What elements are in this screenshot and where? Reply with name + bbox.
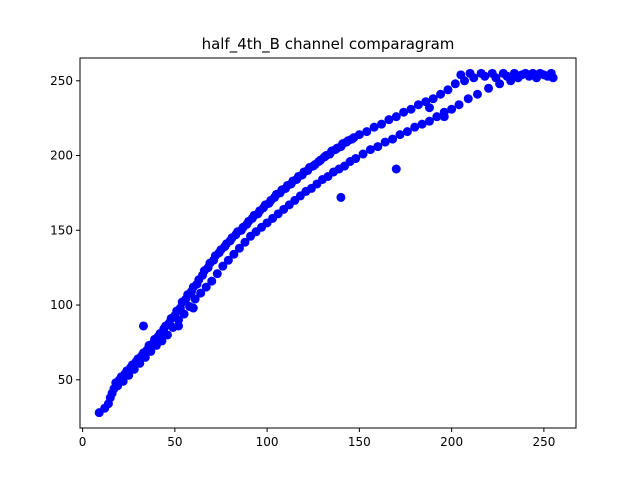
data-point (384, 115, 394, 125)
chart-title: half_4th_B channel comparagram (202, 35, 455, 54)
data-point (129, 364, 139, 374)
x-tick-label: 0 (79, 435, 87, 449)
data-point (196, 288, 206, 298)
plot-area-frame (79, 57, 577, 429)
data-point (391, 164, 401, 174)
data-point (190, 294, 200, 304)
data-point (157, 336, 167, 346)
data-point (469, 73, 479, 83)
data-point (124, 370, 134, 380)
data-point (188, 303, 198, 313)
data-point (417, 119, 427, 129)
y-tick-label: 200 (50, 149, 73, 163)
data-point (443, 85, 453, 95)
data-point (354, 130, 364, 140)
data-point (240, 237, 250, 247)
data-point (395, 130, 405, 140)
data-point (207, 276, 217, 286)
data-point (223, 255, 233, 265)
data-point (218, 261, 228, 271)
x-tick-label: 50 (167, 435, 182, 449)
data-point (140, 352, 150, 362)
x-tick-label: 150 (348, 435, 371, 449)
data-point (472, 89, 482, 99)
y-tick-label: 100 (50, 298, 73, 312)
data-point (428, 94, 438, 104)
x-axis: 0 50 100 150 200 250 (79, 428, 555, 449)
data-point (399, 107, 409, 117)
y-tick-label: 50 (58, 373, 73, 387)
data-point (377, 119, 387, 129)
points-layer (94, 68, 558, 418)
y-axis: 50 100 150 200 250 (50, 74, 80, 387)
data-point (454, 100, 464, 110)
data-point (450, 79, 460, 89)
x-tick-label: 250 (532, 435, 555, 449)
data-point (447, 104, 457, 114)
data-point (548, 73, 558, 83)
data-point (351, 154, 361, 164)
data-point (174, 321, 184, 331)
data-point (135, 358, 145, 368)
data-point (358, 149, 368, 159)
data-point (373, 142, 383, 152)
data-point (138, 321, 148, 331)
data-point (424, 103, 434, 113)
data-point (201, 282, 211, 292)
data-point (495, 79, 505, 89)
data-point (212, 269, 222, 279)
data-point (229, 249, 239, 259)
data-point (162, 330, 172, 340)
data-point (406, 104, 416, 114)
data-point (463, 94, 473, 104)
data-point (369, 122, 379, 132)
data-point (388, 134, 398, 144)
data-point (484, 83, 494, 93)
y-tick-label: 150 (50, 223, 73, 237)
data-point (362, 127, 372, 137)
data-point (402, 127, 412, 137)
data-point (439, 112, 449, 122)
data-point (460, 76, 470, 86)
data-point (506, 76, 516, 86)
data-point (413, 100, 423, 110)
x-tick-label: 200 (440, 435, 463, 449)
data-point (380, 137, 390, 147)
data-point (118, 376, 128, 386)
data-point (436, 89, 446, 99)
data-point (480, 71, 490, 81)
data-point (391, 112, 401, 122)
data-point (365, 145, 375, 155)
data-point (432, 112, 442, 122)
data-point (410, 122, 420, 132)
y-tick-label: 250 (50, 74, 73, 88)
x-tick-label: 100 (256, 435, 279, 449)
data-point (179, 309, 189, 319)
data-point (336, 192, 346, 202)
data-point (424, 116, 434, 126)
data-point (146, 346, 156, 356)
data-point (234, 243, 244, 253)
